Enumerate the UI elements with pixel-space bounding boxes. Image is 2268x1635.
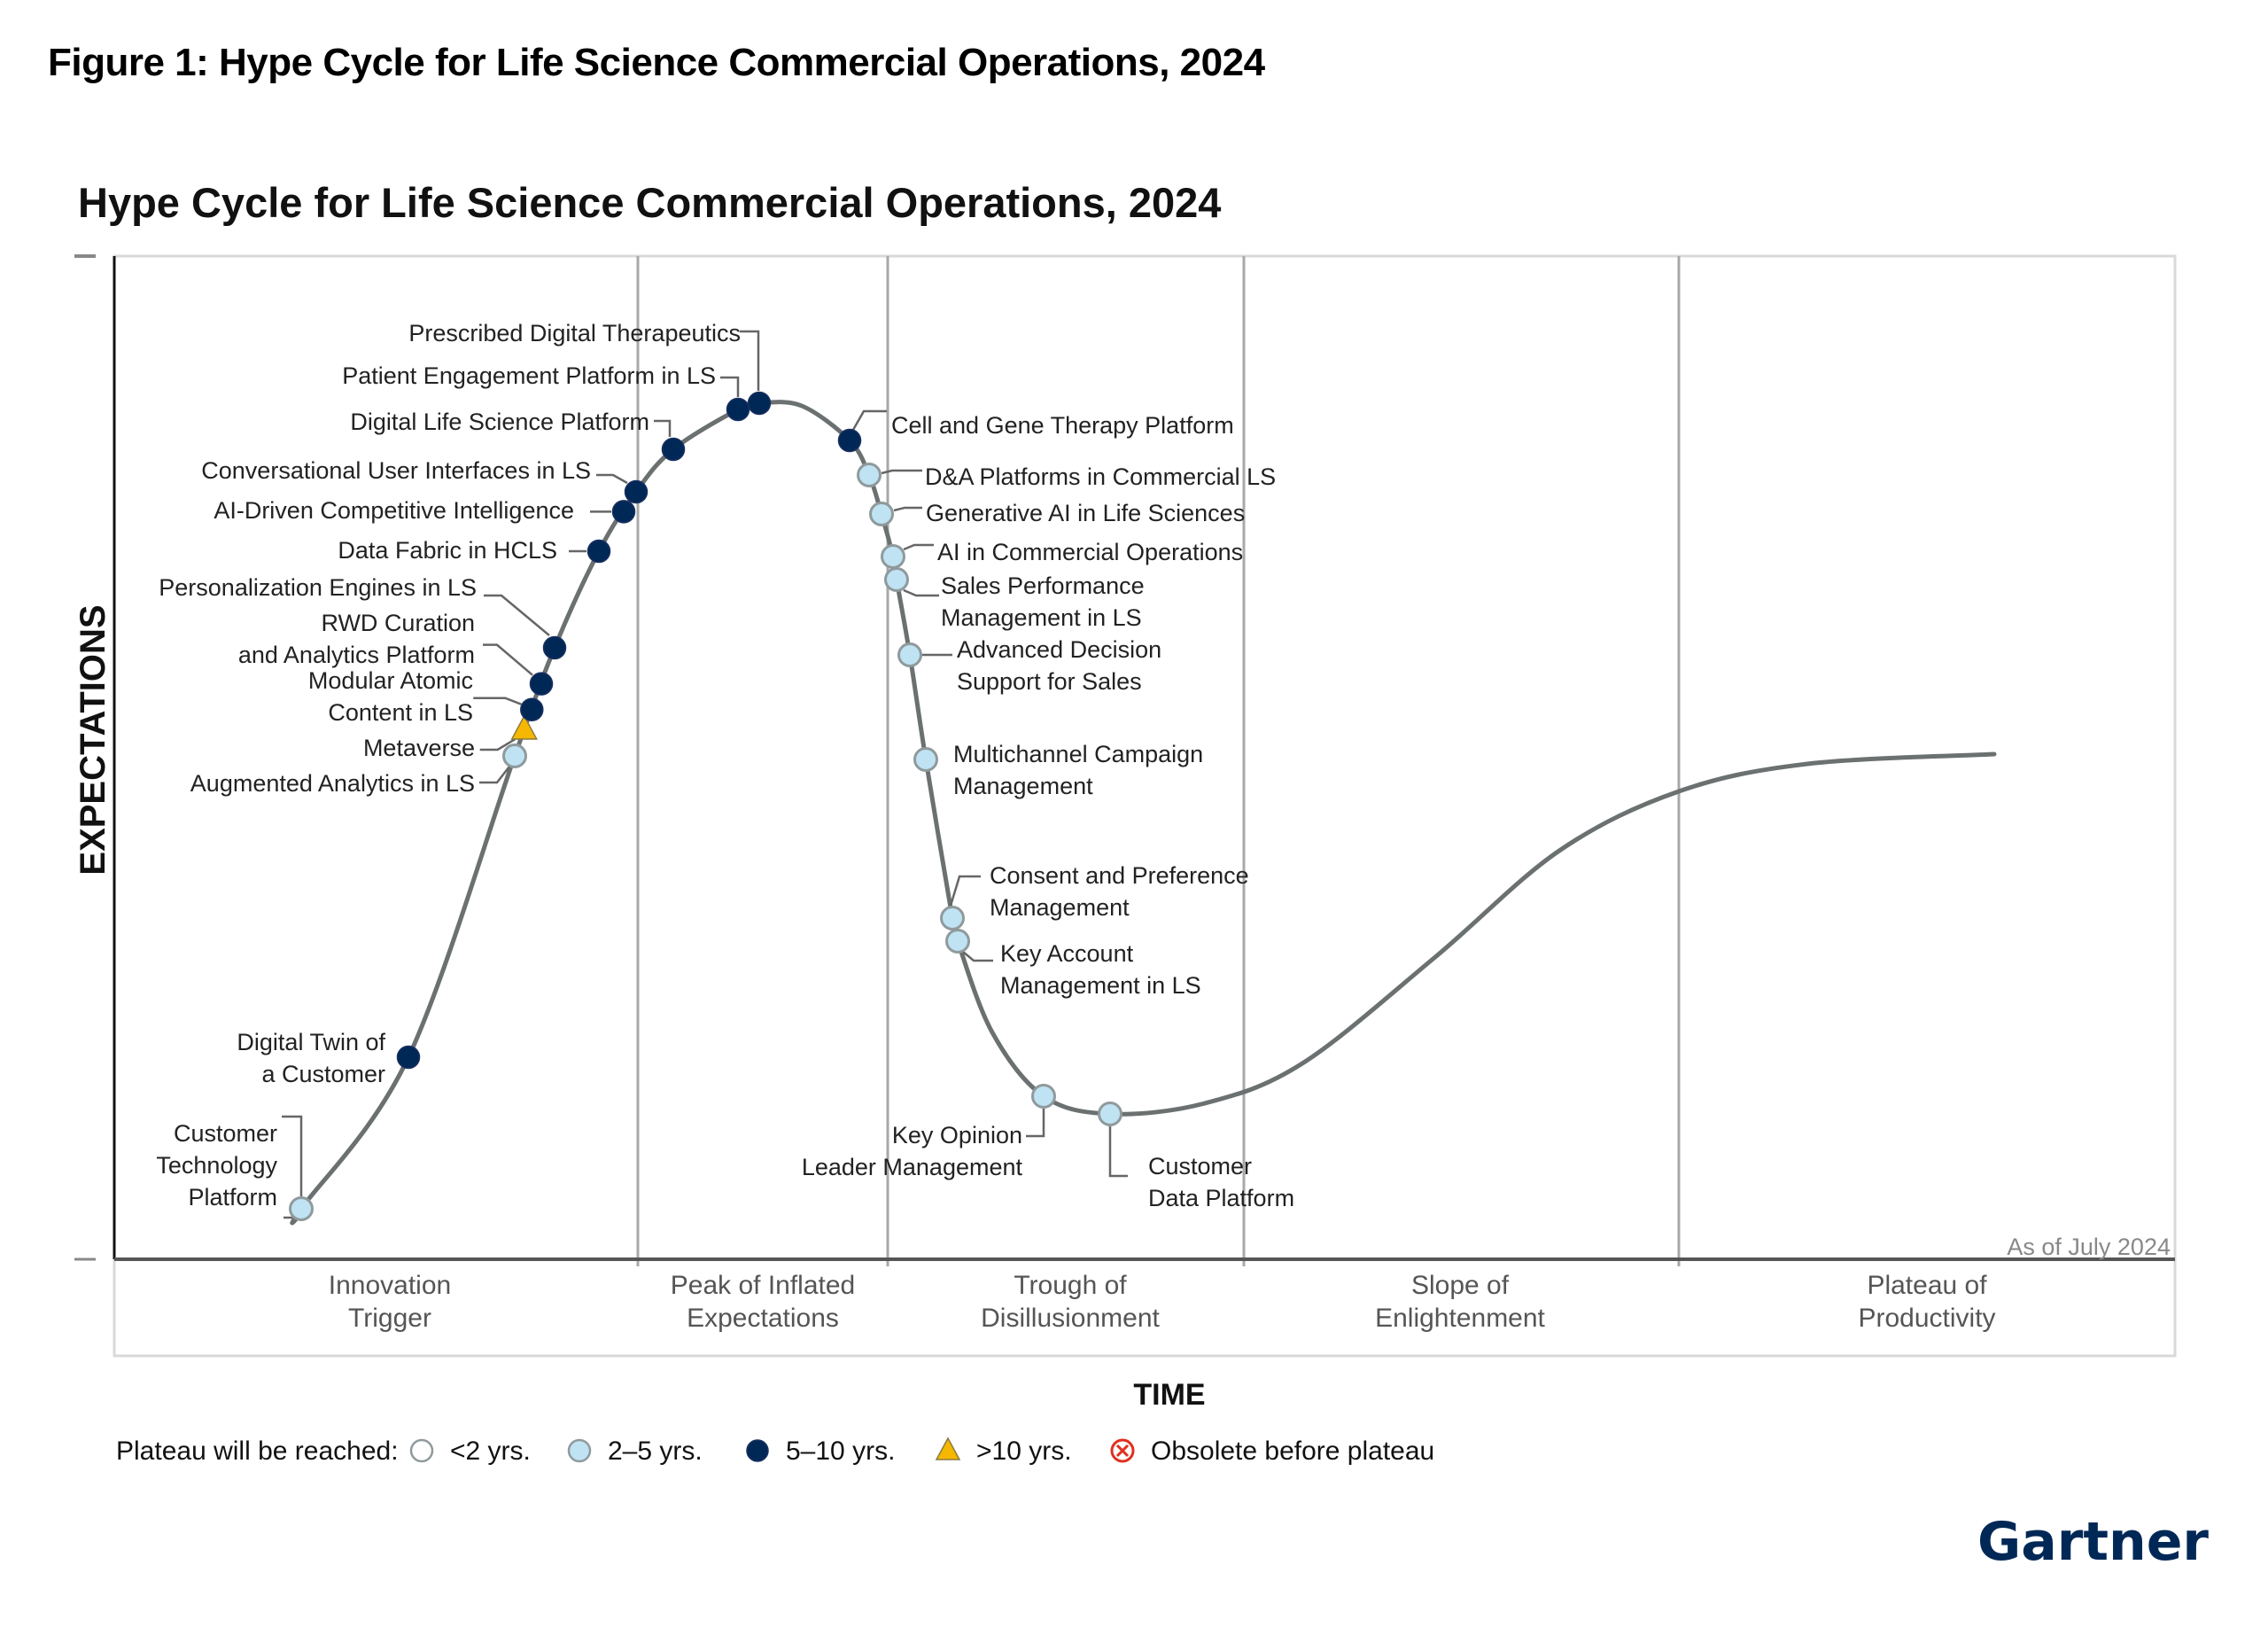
legend-label: 2–5 yrs. [608,1436,703,1466]
point-label: Cell and Gene Therapy Platform [891,412,1234,439]
figure-title: Figure 1: Hype Cycle for Life Science Co… [48,41,1265,84]
point-label: Digital Twin of a Customer [237,1029,385,1087]
x-axis-label: TIME [1133,1378,1205,1412]
point-label: Conversational User Interfaces in LS [201,457,591,484]
point-label: Modular Atomic Content in LS [308,667,473,726]
leader-line [893,506,922,512]
marker-circle [1098,1102,1122,1126]
marker-circle [884,567,909,592]
leader-line [473,697,522,705]
point-label: D&A Platforms in Commercial LS [925,463,1276,490]
legend-title: Plateau will be reached: [116,1436,399,1466]
marker-circle [624,479,649,504]
leader-line [881,469,922,475]
legend-marker-triangle [935,1436,961,1460]
legend-label: Obsolete before plateau [1151,1436,1434,1466]
phase-labels: Innovation Trigger Peak of Inflated Expecta… [329,1271,1996,1333]
leader-line [483,643,533,676]
point-label: Generative AI in Life Sciences [926,500,1245,526]
leader-line [479,766,510,784]
marker-circle [897,642,922,667]
marker-circle [881,544,905,569]
point-label: Key Account Management in LS [1000,940,1201,999]
legend-label: <2 yrs. [450,1436,531,1466]
y-axis-label: EXPECTATIONS [74,604,113,875]
marker-triangle [510,714,538,740]
marker-circle [661,437,686,462]
leader-lines [282,330,1128,1219]
as-of-label: As of July 2024 [2007,1234,2171,1260]
phase-label: Peak of Inflated Expectations [671,1271,855,1333]
leader-line [282,1115,303,1196]
marker-circle [726,397,750,422]
markers [289,391,1122,1221]
leader-line [949,875,981,907]
point-label: Patient Engagement Platform in LS [342,362,716,389]
marker-circle [869,502,894,526]
leader-line [654,419,672,437]
point-label: Customer Data Platform [1148,1153,1294,1211]
marker-circle [529,672,554,696]
phase-label: Plateau of Productivity [1858,1271,1995,1333]
point-label: Customer Technology Platform [156,1120,277,1211]
leader-line [479,737,517,751]
leader-line [720,376,740,397]
point-label: Advanced Decision Support for Sales [957,636,1161,695]
point-label: Consent and Preference Management [990,862,1249,921]
marker-circle [747,391,772,416]
marker-circle [502,744,527,768]
marker-circle [542,635,567,660]
point-label: AI in Commercial Operations [937,539,1243,565]
point-label: Sales Performance Management in LS [941,572,1145,631]
marker-circle [857,463,882,487]
leader-line [740,330,760,391]
marker-circle [396,1045,421,1070]
marker-circle [586,539,611,564]
legend-x-icon [1115,1444,1130,1458]
point-label: Prescribed Digital Therapeutics [408,320,741,346]
marker-circle [837,428,862,453]
legend: Plateau will be reached: <2 yrs. 2–5 yrs. 5… [116,1436,1434,1466]
point-label: Multichannel Campaign Management [953,741,1203,799]
marker-circle [611,500,636,524]
leader-line [1108,1126,1128,1178]
leader-line [962,951,993,962]
legend-label: >10 yrs. [976,1436,1072,1466]
marker-circle [913,747,938,772]
gartner-logo: Gartner [1977,1511,2209,1573]
leader-line [903,543,934,551]
chart-title: Hype Cycle for Life Science Commercial O… [78,179,1221,226]
point-labels: Customer Technology Platform Digital Twin o… [156,320,1294,1211]
phase-label: Innovation Trigger [329,1271,451,1333]
phase-label: Trough of Disillusionment [981,1271,1160,1333]
leader-line [851,409,887,431]
point-label: Augmented Analytics in LS [190,770,475,797]
legend-label: 5–10 yrs. [786,1436,895,1466]
point-label: Key Opinion Leader Management [802,1122,1023,1180]
leader-line [1026,1109,1045,1138]
leader-line [596,473,628,485]
leader-line [903,588,939,597]
point-label: Metaverse [363,735,475,761]
marker-circle [289,1196,314,1221]
point-label: Personalization Engines in LS [159,574,477,601]
legend-marker-circle [567,1438,592,1463]
marker-circle [520,697,544,721]
marker-circle [945,929,970,954]
marker-circle [1031,1084,1056,1109]
legend-marker-circle [409,1438,434,1463]
leader-line [484,594,550,636]
point-label: AI-Driven Competitive Intelligence [214,497,574,524]
point-label: Digital Life Science Platform [350,409,649,435]
legend-marker-circle [746,1439,769,1462]
point-label: Data Fabric in HCLS [338,537,557,564]
marker-circle [940,906,965,930]
point-label: RWD Curation and Analytics Platform [238,610,475,668]
chart-frame [74,254,2177,1358]
phase-label: Slope of Enlightenment [1375,1271,1545,1333]
